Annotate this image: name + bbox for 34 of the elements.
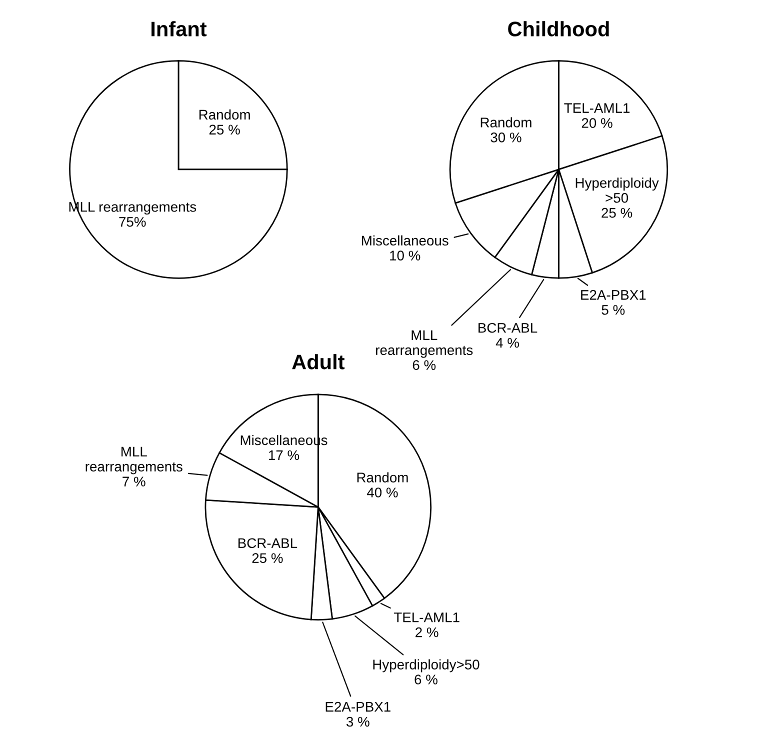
data-label: 10 % — [390, 250, 420, 260]
data-label: 3 % — [346, 716, 370, 727]
slice-label: TEL-AML1 — [564, 103, 630, 113]
data-label: 75% — [119, 216, 146, 227]
slice-label: Miscellaneous — [362, 235, 448, 246]
data-label: 25 % — [209, 124, 240, 135]
data-label: 30 % — [490, 132, 522, 142]
data-label: 6 % — [412, 360, 436, 370]
slice-label: Random — [480, 117, 532, 128]
chart-title: Infant — [152, 21, 207, 36]
chart-title: Childhood — [508, 21, 609, 36]
data-label: 4 % — [496, 338, 519, 348]
data-label: 17 % — [268, 450, 300, 460]
slice-label: BCR-ABL — [238, 538, 298, 548]
data-label: 20 % — [582, 118, 612, 128]
slice-label: Random — [199, 109, 250, 120]
data-label: 6 % — [414, 674, 438, 684]
data-label: 7 % — [122, 476, 146, 486]
slice-label: Hyperdiploidy >50 — [576, 178, 659, 203]
slice-label: E2A-PBX1 — [581, 290, 646, 300]
slice-label: Hyperdiploidy>50 — [373, 659, 480, 672]
data-label: 25 % — [252, 553, 283, 564]
slice-label: Random — [357, 472, 408, 482]
slice-label: E2A-PBX1 — [326, 702, 390, 712]
pie-slice — [69, 60, 288, 279]
slice-label: MLL rearrangements — [86, 446, 182, 474]
slice-label: MLL rearrangements — [376, 330, 473, 358]
chart-title: Adult — [292, 354, 345, 370]
data-label: 25 % — [602, 208, 632, 218]
data-label: 5 % — [602, 305, 625, 315]
data-label: 40 % — [366, 488, 398, 498]
slice-label: BCR-ABL — [478, 322, 538, 333]
slice-label: TEL-AML1 — [394, 612, 460, 622]
data-label: 2 % — [416, 627, 438, 638]
